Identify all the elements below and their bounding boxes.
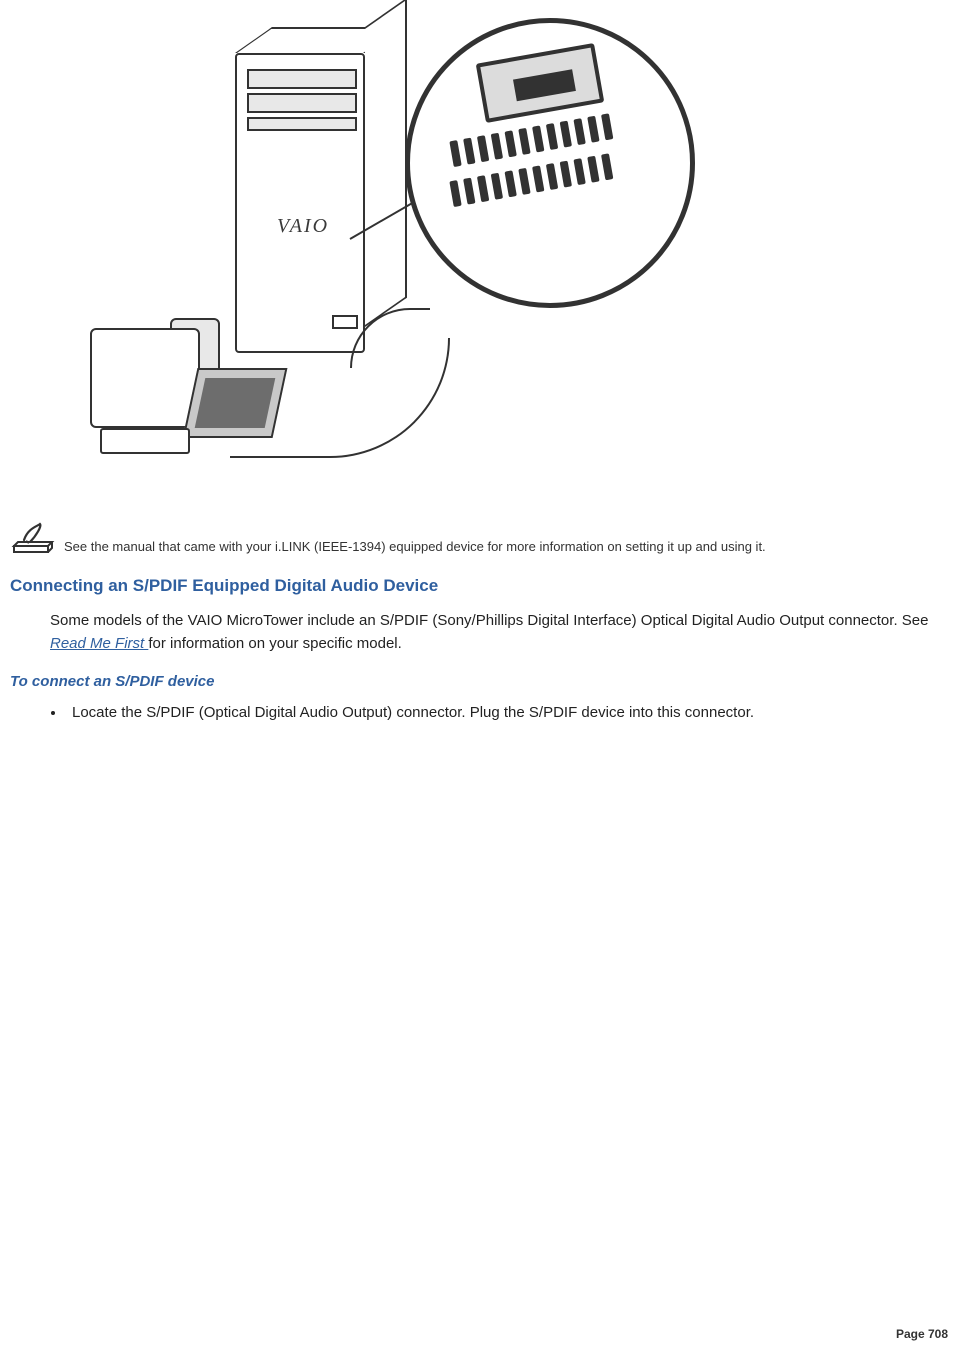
sub-heading: To connect an S/PDIF device [10, 673, 944, 690]
page-number: Page 708 [896, 1327, 948, 1341]
paragraph-text-after: for information on your specific model. [148, 635, 401, 652]
hand-writing-note-icon [10, 522, 56, 556]
illustration-ilink-connection: VAIO [50, 8, 730, 498]
read-me-first-link[interactable]: Read Me First [50, 635, 148, 652]
port-callout-circle [405, 18, 695, 308]
instruction-list: Locate the S/PDIF (Optical Digital Audio… [66, 702, 944, 725]
paragraph-text-before: Some models of the VAIO MicroTower inclu… [50, 612, 928, 629]
note-text: See the manual that came with your i.LIN… [64, 537, 766, 557]
document-page: VAIO See the ma [0, 0, 954, 765]
tower-logo-text: VAIO [277, 215, 329, 238]
camcorder-drawing [90, 308, 280, 478]
section-paragraph: Some models of the VAIO MicroTower inclu… [50, 610, 934, 655]
section-heading: Connecting an S/PDIF Equipped Digital Au… [10, 576, 944, 596]
list-item: Locate the S/PDIF (Optical Digital Audio… [66, 702, 934, 725]
note-block: See the manual that came with your i.LIN… [10, 522, 944, 556]
